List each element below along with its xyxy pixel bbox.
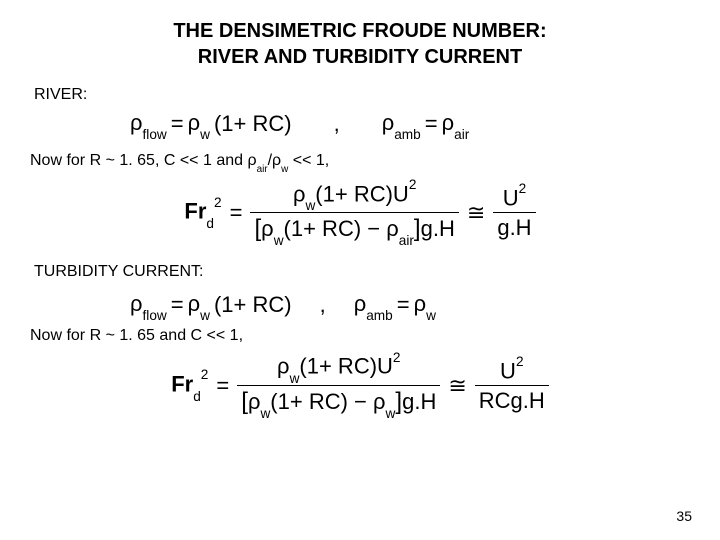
- rho-amb: ρamb: [382, 110, 421, 138]
- title-line-2: RIVER AND TURBIDITY CURRENT: [198, 46, 522, 68]
- rho-w: ρw: [188, 291, 210, 319]
- turbidity-section-label: TURBIDITY CURRENT:: [34, 263, 690, 281]
- rho-w: ρw: [414, 291, 436, 319]
- river-froude-equation: Frd2 = ρw(1+ RC)U2 [ρw(1+ RC) − ρair]g.H…: [30, 181, 690, 245]
- froude-symbol: Frd2: [184, 198, 221, 227]
- page-number: 35: [676, 508, 692, 524]
- turbidity-froude-equation: Frd2 = ρw(1+ RC)U2 [ρw(1+ RC) − ρw]g.H ≅…: [30, 353, 690, 417]
- river-flow-density-equation: ρflow = ρw (1+ RC) , ρamb = ρair: [130, 110, 690, 138]
- title-line-1: THE DENSIMETRIC FROUDE NUMBER:: [173, 20, 546, 42]
- river-condition-text: Now for R ~ 1. 65, C << 1 and ρair/ρw <<…: [30, 152, 690, 172]
- froude-fraction-simple: U2 g.H: [493, 185, 535, 241]
- rho-air: ρair: [442, 110, 470, 138]
- approx-symbol: ≅: [467, 200, 485, 226]
- turbidity-flow-density-equation: ρflow = ρw (1+ RC) , ρamb = ρw: [130, 291, 690, 319]
- froude-fraction-full: ρw(1+ RC)U2 [ρw(1+ RC) − ρw]g.H: [237, 353, 440, 417]
- froude-fraction-full: ρw(1+ RC)U2 [ρw(1+ RC) − ρair]g.H: [250, 181, 458, 245]
- froude-symbol: Frd2: [171, 371, 208, 400]
- rho-w: ρw: [188, 110, 210, 138]
- rho-flow: ρflow: [130, 291, 167, 319]
- approx-symbol: ≅: [448, 373, 466, 399]
- rho-amb: ρamb: [354, 291, 393, 319]
- turbidity-condition-text: Now for R ~ 1. 65 and C << 1,: [30, 327, 690, 345]
- rho-flow: ρflow: [130, 110, 167, 138]
- froude-fraction-simple: U2 RCg.H: [475, 358, 549, 414]
- slide-title: THE DENSIMETRIC FROUDE NUMBER: RIVER AND…: [30, 18, 690, 70]
- river-section-label: RIVER:: [34, 86, 690, 104]
